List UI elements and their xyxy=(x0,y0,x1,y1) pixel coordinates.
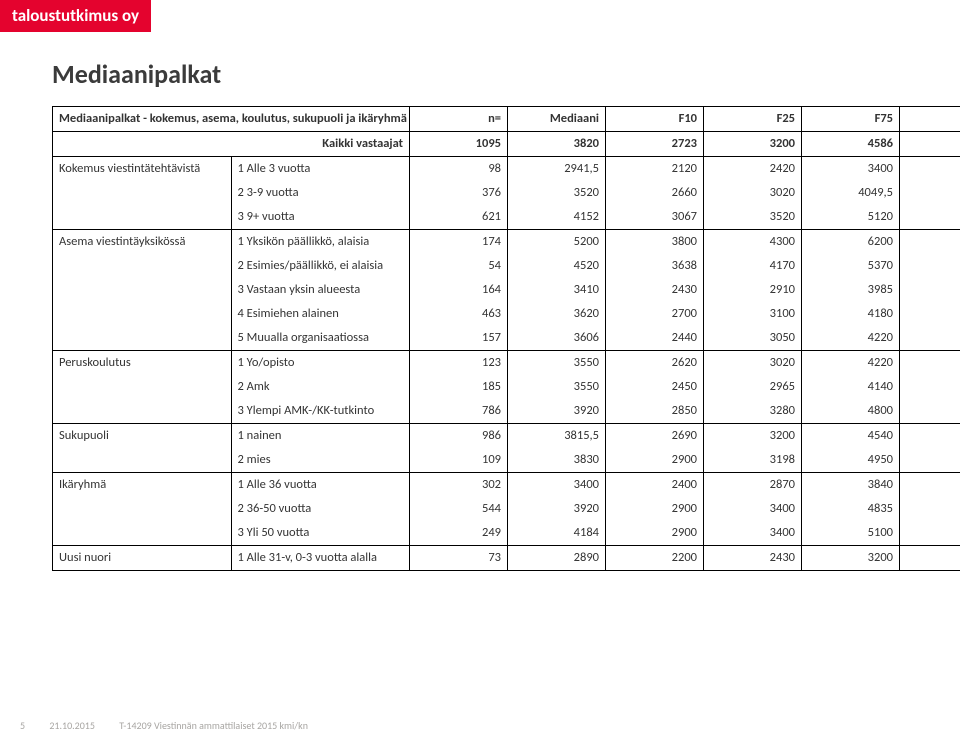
page-title: Mediaanipalkat xyxy=(52,58,221,90)
brand-badge: taloustutkimus oy xyxy=(0,0,151,32)
footer-date: 21.10.2015 xyxy=(49,719,95,732)
footer: 5 21.10.2015 T-14209 Viestinnän ammattil… xyxy=(20,719,308,732)
footer-ref: T-14209 Viestinnän ammattilaiset 2015 km… xyxy=(119,719,308,732)
footer-page: 5 xyxy=(20,719,25,732)
median-salary-table: Mediaanipalkat - kokemus, asema, koulutu… xyxy=(52,106,908,571)
